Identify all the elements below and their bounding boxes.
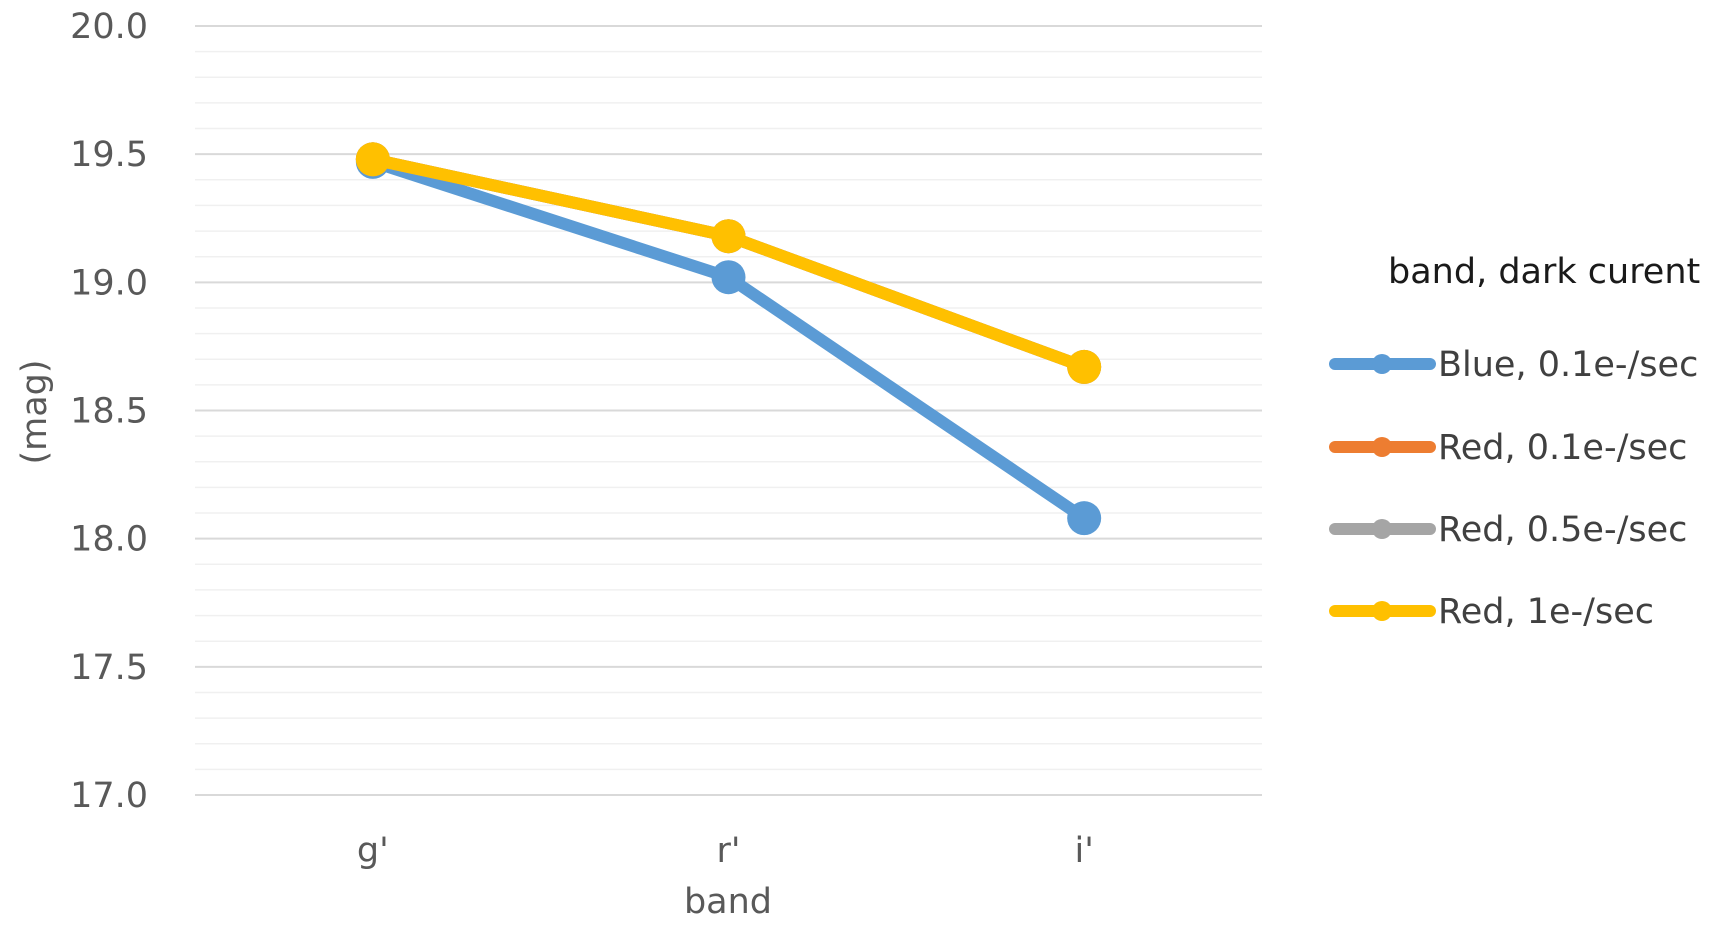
series-1 [355, 144, 1102, 536]
x-tick-label: i' [1074, 831, 1093, 871]
y-tick-label: 17.5 [70, 648, 148, 688]
legend-item: Red, 1e-/sec [1329, 592, 1654, 632]
gridlines [195, 25, 1262, 796]
legend-title: band, dark curent [1388, 252, 1700, 292]
legend-item: Blue, 0.1e-/sec [1329, 345, 1698, 385]
y-tick-label: 19.0 [70, 263, 148, 303]
legend-swatch-marker [1372, 354, 1392, 374]
data-point [711, 219, 746, 254]
series-lines [355, 142, 1102, 536]
x-axis-title: band [684, 882, 772, 922]
y-tick-label: 20.0 [70, 7, 148, 47]
data-point [1067, 501, 1102, 536]
legend-item: Red, 0.1e-/sec [1329, 428, 1687, 468]
series-line [366, 155, 1091, 525]
data-point [1067, 349, 1102, 384]
legend-swatch-marker [1372, 519, 1392, 539]
data-point [711, 260, 746, 295]
legend-label: Blue, 0.1e-/sec [1438, 345, 1698, 385]
legend-label: Red, 1e-/sec [1438, 592, 1654, 632]
x-tick-label: r' [716, 831, 740, 871]
legend: band, dark curent Blue, 0.1e-/sec Red, 0.… [1329, 252, 1700, 632]
series-4 [355, 142, 1102, 384]
y-axis-ticks: 17.0 17.5 18.0 18.5 19.0 19.5 20.0 [70, 7, 148, 816]
x-tick-label: g' [357, 831, 389, 871]
y-tick-label: 18.0 [70, 520, 148, 560]
legend-swatch-marker [1372, 601, 1392, 621]
x-axis-ticks: g' r' i' [357, 831, 1094, 871]
y-tick-label: 19.5 [70, 135, 148, 175]
legend-label: Red, 0.1e-/sec [1438, 428, 1687, 468]
legend-label: Red, 0.5e-/sec [1438, 510, 1687, 550]
y-tick-label: 18.5 [70, 392, 148, 432]
y-tick-label: 17.0 [70, 776, 148, 816]
data-point [355, 142, 390, 177]
legend-swatch-marker [1372, 437, 1392, 457]
legend-item: Red, 0.5e-/sec [1329, 510, 1687, 550]
y-axis-title: (mag) [15, 359, 55, 464]
